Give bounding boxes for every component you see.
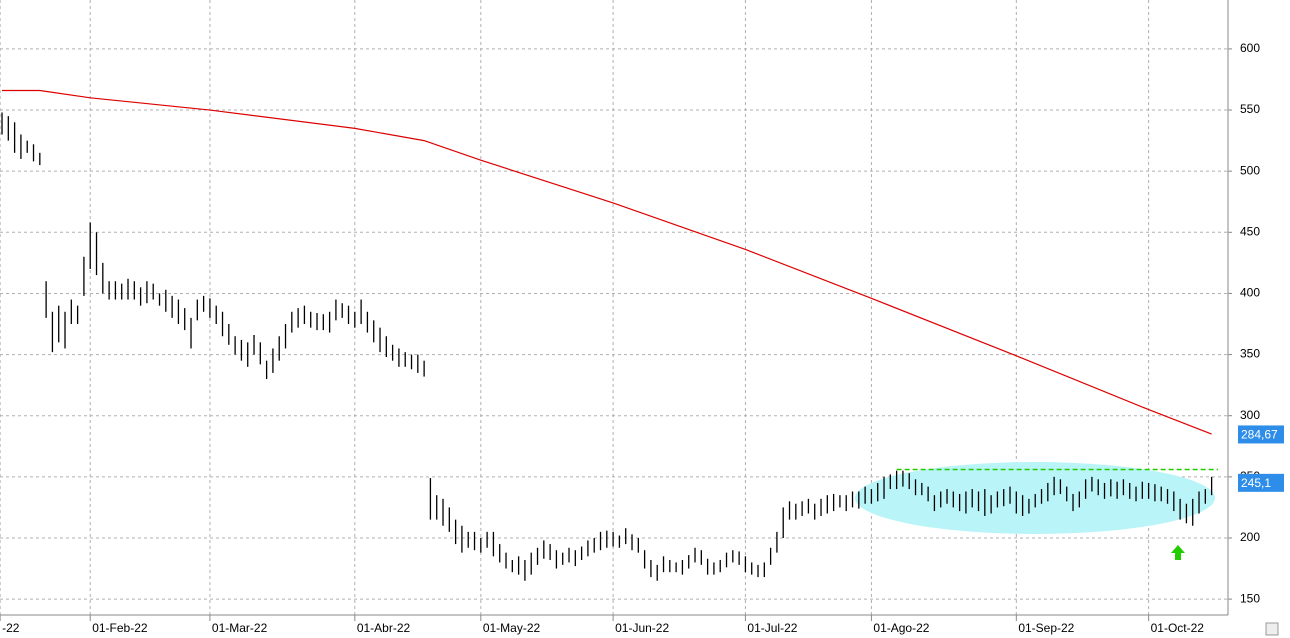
x-tick-label: 01-Ago-22 [873,621,929,635]
y-tick-label: 350 [1240,347,1260,361]
x-tick-label: 01-Mar-22 [212,621,268,635]
marks [1,89,1213,581]
x-tick-label: 01-Feb-22 [92,621,148,635]
x-tick-label: 01-May-22 [483,621,541,635]
y-tick-label: 500 [1240,163,1260,177]
y-tick-label: 550 [1240,102,1260,116]
x-tick-label: -22 [2,621,20,635]
corner-icon [1265,622,1279,636]
x-tick-label: 01-Jun-22 [615,621,669,635]
y-tick-label: 200 [1240,530,1260,544]
x-tick-label: 01-Jul-22 [747,621,797,635]
y-tick-label: 300 [1240,408,1260,422]
y-tick-label: 450 [1240,224,1260,238]
price-tag-label: 284,67 [1241,428,1278,442]
y-tick-label: 600 [1240,41,1260,55]
x-tick-label: 01-Sep-22 [1018,621,1074,635]
price-tag [1238,473,1284,492]
price-tag [1238,425,1284,444]
up-arrow [1171,545,1185,560]
y-tick-label: 150 [1240,591,1260,605]
y-tick-label: 400 [1240,286,1260,300]
x-tick-label: 01-Abr-22 [357,621,411,635]
x-tick-label: 01-Oct-22 [1151,621,1205,635]
moving-average [2,89,1212,435]
price-tag-label: 245,1 [1241,476,1271,490]
